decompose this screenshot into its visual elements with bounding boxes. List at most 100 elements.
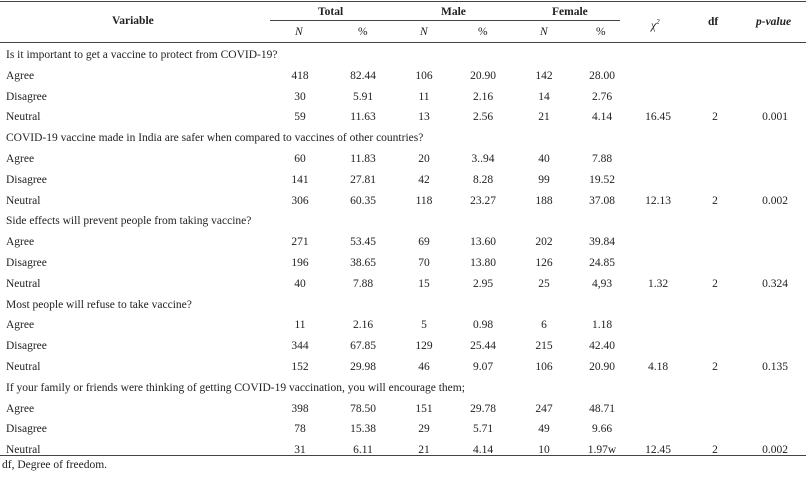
stat-cell-chi2: 4.18 bbox=[647, 361, 669, 373]
table-cell-mp: 13.60 bbox=[470, 236, 496, 249]
header-variable: Variable bbox=[112, 15, 154, 27]
table-cell-tp: 53.45 bbox=[350, 236, 376, 249]
table-cell-mn: 106 bbox=[415, 69, 433, 82]
table-cell-tn: 344 bbox=[291, 340, 309, 353]
table-cell-mn: 20 bbox=[418, 153, 430, 165]
stat-cell-df: 2 bbox=[712, 444, 718, 457]
table-cell-tn: 196 bbox=[291, 257, 309, 269]
stat-cell-chi2: 16.45 bbox=[645, 111, 671, 124]
response-label: Neutral bbox=[6, 361, 41, 373]
response-label: Disagree bbox=[6, 90, 47, 103]
table-cell-fn: 25 bbox=[538, 277, 550, 290]
header-total-pct: % bbox=[358, 26, 368, 38]
table-cell-tp: 5.91 bbox=[352, 90, 374, 103]
table-cell-fp: 4.14 bbox=[591, 111, 613, 124]
table-cell-fp: 24.85 bbox=[589, 257, 615, 269]
table-cell-fn: 14 bbox=[538, 90, 550, 103]
table-cell-mn: 129 bbox=[415, 340, 433, 353]
table-cell-fn: 99 bbox=[538, 173, 550, 186]
header-bottom-rule bbox=[0, 42, 806, 43]
response-label: Agree bbox=[6, 236, 35, 249]
question-row: COVID-19 vaccine made in India are safer… bbox=[6, 132, 424, 145]
table-cell-tn: 78 bbox=[294, 423, 306, 436]
stat-cell-p: 0.135 bbox=[762, 361, 788, 373]
table-cell-fn: 21 bbox=[538, 111, 550, 124]
table-cell-mp: 13.80 bbox=[470, 257, 496, 269]
question-row: If your family or friends were thinking … bbox=[6, 381, 465, 394]
question-row: Side effects will prevent people from ta… bbox=[6, 215, 252, 228]
header-male-n: N bbox=[420, 26, 428, 38]
response-label: Neutral bbox=[6, 444, 41, 457]
table-cell-mp: 2.56 bbox=[472, 111, 494, 124]
table-cell-tn: 398 bbox=[291, 402, 309, 415]
table-cell-mn: 69 bbox=[418, 236, 430, 249]
table-cell-tp: 2.16 bbox=[352, 319, 374, 332]
table-cell-mp: 3..94 bbox=[471, 153, 495, 165]
header-male-pct: % bbox=[478, 26, 488, 38]
header-chi2: χ2 bbox=[651, 15, 660, 33]
table-cell-fp: 37.08 bbox=[589, 194, 615, 207]
table-cell-tp: 6.11 bbox=[353, 444, 373, 457]
response-label: Agree bbox=[6, 319, 35, 332]
header-chi2-symbol: χ bbox=[651, 19, 657, 32]
table-cell-fn: 247 bbox=[535, 402, 553, 415]
table-cell-mn: 46 bbox=[418, 361, 430, 373]
response-label: Neutral bbox=[6, 194, 41, 207]
table-cell-mp: 29.78 bbox=[470, 402, 496, 415]
table-cell-fn: 106 bbox=[535, 361, 553, 373]
table-cell-mp: 2.16 bbox=[472, 90, 494, 103]
response-label: Disagree bbox=[6, 257, 47, 269]
table-cell-tp: 60.35 bbox=[350, 194, 376, 207]
header-pvalue: p-value bbox=[756, 16, 792, 28]
table-cell-tp: 11.63 bbox=[350, 111, 376, 124]
table-cell-tn: 271 bbox=[291, 236, 309, 249]
table-cell-mn: 70 bbox=[418, 257, 430, 269]
table-cell-fp: 42.40 bbox=[589, 340, 615, 353]
stat-cell-chi2: 12.13 bbox=[645, 194, 671, 207]
table-cell-mn: 5 bbox=[421, 319, 427, 332]
stat-cell-chi2: 1.32 bbox=[647, 277, 669, 290]
response-label: Neutral bbox=[6, 111, 41, 124]
table-cell-fn: 202 bbox=[535, 236, 553, 249]
header-female-pct: % bbox=[596, 26, 606, 38]
header-female-n: N bbox=[540, 26, 548, 38]
table-cell-fn: 40 bbox=[538, 153, 550, 165]
table-cell-mp: 25.44 bbox=[470, 340, 496, 353]
group-header-rule bbox=[270, 20, 620, 21]
table-cell-mn: 151 bbox=[415, 402, 433, 415]
table-cell-mp: 0.98 bbox=[472, 319, 494, 332]
stat-cell-p: 0.002 bbox=[762, 444, 788, 457]
table-cell-mp: 8.28 bbox=[472, 173, 494, 186]
table-cell-tp: 78.50 bbox=[350, 402, 376, 415]
table-cell-mn: 11 bbox=[418, 90, 430, 103]
table-cell-tn: 152 bbox=[291, 361, 309, 373]
response-label: Disagree bbox=[6, 340, 47, 353]
stat-cell-chi2: 12.45 bbox=[645, 444, 671, 457]
table-cell-fn: 49 bbox=[538, 423, 550, 436]
table-footnote: df, Degree of freedom. bbox=[2, 459, 108, 471]
header-chi2-superscript: 2 bbox=[656, 18, 660, 26]
table-cell-fp: 1.18 bbox=[591, 319, 613, 332]
table-cell-mn: 118 bbox=[415, 194, 433, 207]
table-cell-fp: 19.52 bbox=[589, 173, 615, 186]
stat-cell-p: 0.324 bbox=[762, 277, 788, 290]
table-cell-tp: 11.83 bbox=[350, 153, 376, 165]
table-cell-tn: 418 bbox=[291, 69, 309, 82]
table-cell-fp: 7.88 bbox=[591, 153, 613, 165]
table-cell-fp: 28.00 bbox=[589, 69, 615, 82]
table-cell-tn: 11 bbox=[294, 319, 306, 332]
table-cell-mn: 29 bbox=[418, 423, 430, 436]
table-cell-tn: 30 bbox=[294, 90, 306, 103]
header-male: Male bbox=[441, 6, 466, 18]
table-cell-mn: 13 bbox=[418, 111, 430, 124]
table-cell-fp: 48.71 bbox=[589, 402, 615, 415]
table-cell-tp: 15.38 bbox=[350, 423, 376, 436]
table-cell-fp: 4,93 bbox=[591, 277, 613, 290]
table-cell-tn: 40 bbox=[294, 277, 306, 290]
table-cell-tp: 29.98 bbox=[350, 361, 376, 373]
table-cell-tp: 27.81 bbox=[350, 173, 376, 186]
table-cell-mp: 23.27 bbox=[470, 194, 496, 207]
table-cell-tn: 31 bbox=[294, 444, 306, 457]
table-cell-mn: 42 bbox=[418, 173, 430, 186]
question-row: Most people will refuse to take vaccine? bbox=[6, 298, 192, 311]
